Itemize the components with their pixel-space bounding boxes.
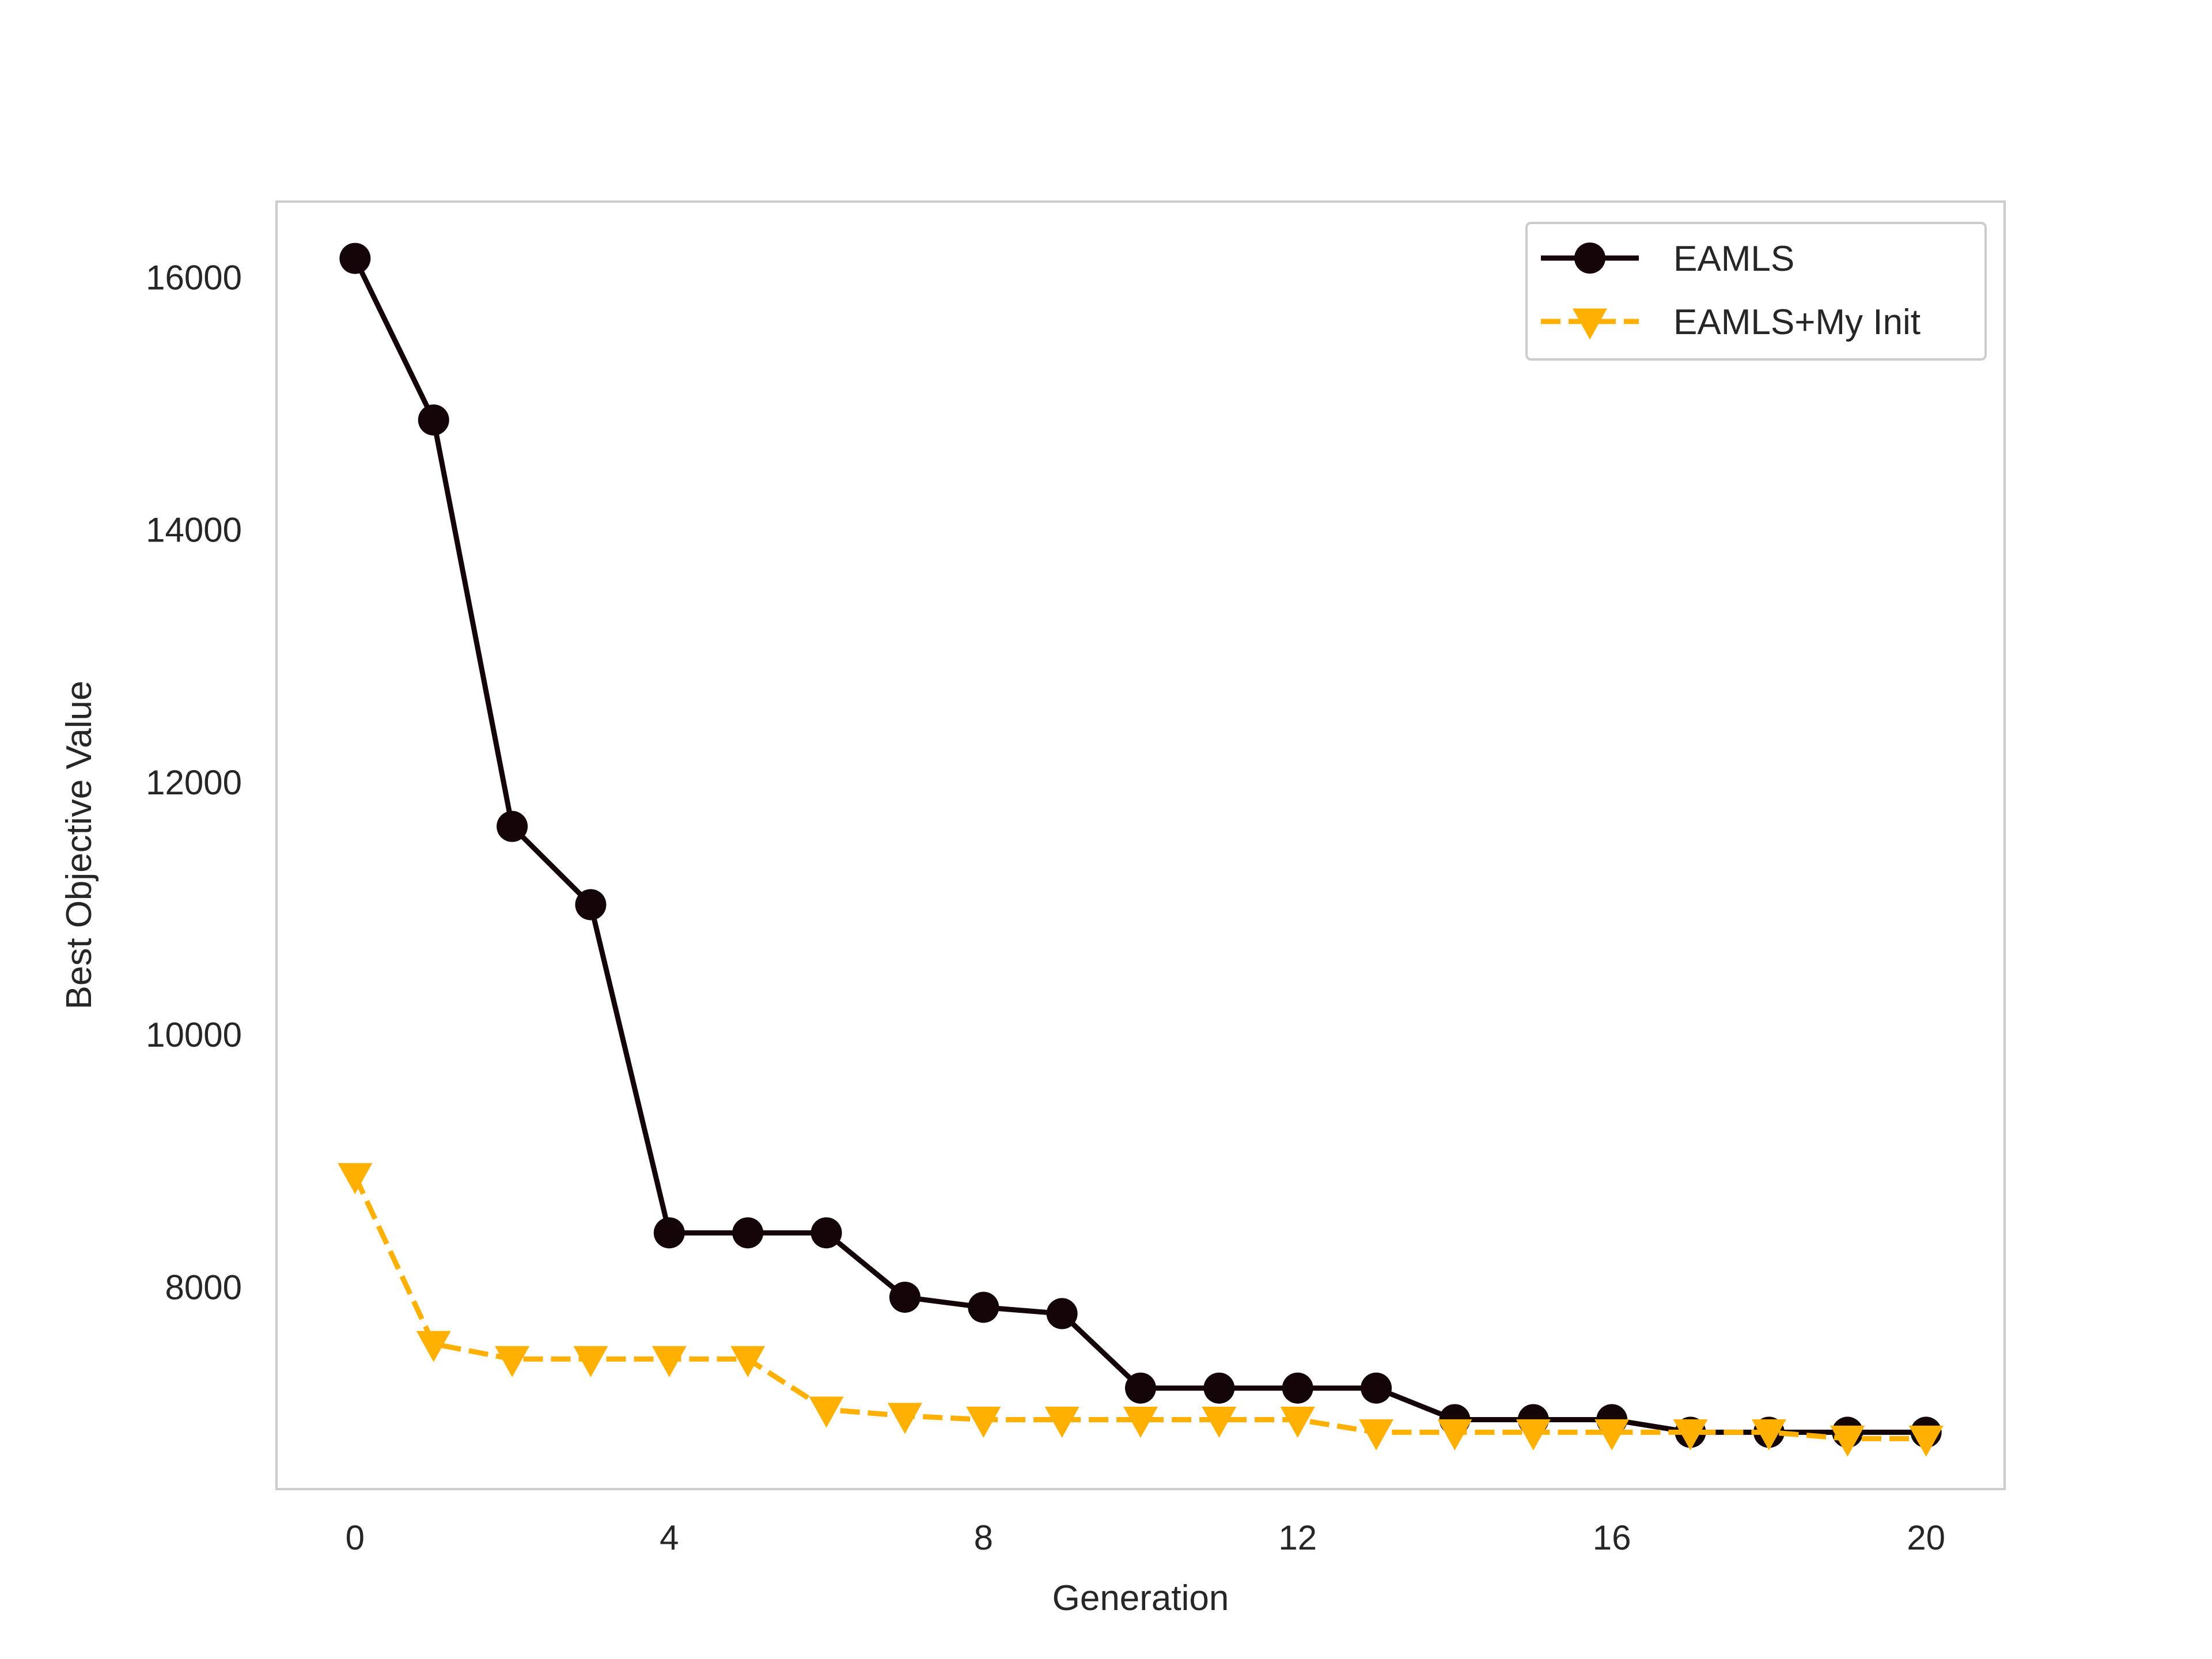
legend-label: EAMLS+My Init	[1673, 302, 1921, 342]
y-tick-label: 10000	[146, 1016, 242, 1054]
ticks: 0 4 8 12 16 20 8000 10000 12000 14000 16000	[146, 258, 1945, 1557]
legend-box	[1525, 222, 1987, 361]
x-tick-label: 20	[1907, 1518, 1945, 1557]
x-tick-label: 0	[346, 1518, 365, 1557]
data-point	[1751, 1419, 1786, 1450]
data-point	[887, 1403, 922, 1434]
data-point	[1361, 1372, 1392, 1404]
y-axis-title: Best Objective Value	[59, 681, 99, 1010]
data-point	[653, 1217, 685, 1249]
data-point	[1359, 1419, 1394, 1450]
data-point	[1516, 1419, 1551, 1450]
data-point	[1203, 1372, 1235, 1404]
data-point	[732, 1217, 764, 1249]
data-point	[497, 810, 528, 842]
series-line	[353, 1175, 1926, 1441]
data-point	[1125, 1372, 1156, 1404]
data-point	[339, 243, 371, 274]
series-layer	[338, 243, 1944, 1457]
data-point	[652, 1346, 687, 1377]
x-axis-title: Generation	[1052, 1578, 1229, 1618]
legend-marker	[1574, 243, 1605, 274]
data-point	[1123, 1406, 1158, 1438]
data-point	[809, 1396, 844, 1428]
series-2	[338, 1163, 1944, 1457]
x-tick-label: 16	[1593, 1518, 1631, 1557]
data-point	[1046, 1298, 1078, 1330]
data-point	[1044, 1406, 1080, 1438]
data-point	[338, 1163, 373, 1195]
data-point	[1282, 1372, 1313, 1404]
x-tick-label: 4	[660, 1518, 679, 1557]
y-tick-label: 14000	[146, 511, 242, 550]
x-tick-label: 8	[974, 1518, 993, 1557]
y-tick-label: 8000	[165, 1268, 242, 1306]
legend: EAMLS EAMLS+My Init	[1525, 222, 1987, 361]
data-point	[810, 1217, 842, 1249]
data-point	[1202, 1406, 1237, 1438]
data-point	[1673, 1419, 1708, 1450]
plot-area-frame	[275, 200, 2006, 1490]
data-point	[1594, 1419, 1630, 1450]
data-point	[1280, 1406, 1315, 1438]
data-point	[418, 404, 449, 436]
data-point	[1908, 1425, 1944, 1457]
data-point	[966, 1406, 1001, 1438]
data-point	[968, 1291, 999, 1323]
data-point	[1830, 1425, 1865, 1457]
data-point	[889, 1281, 921, 1313]
data-point	[575, 889, 607, 921]
y-tick-label: 16000	[146, 258, 242, 297]
data-point	[1437, 1419, 1472, 1450]
data-point	[730, 1346, 766, 1377]
data-point	[495, 1346, 530, 1377]
data-point	[416, 1331, 451, 1362]
x-tick-label: 12	[1278, 1518, 1317, 1557]
y-tick-label: 12000	[146, 763, 242, 802]
legend-label: EAMLS	[1673, 239, 1794, 279]
data-point	[573, 1346, 608, 1377]
legend-marker	[1573, 308, 1607, 340]
